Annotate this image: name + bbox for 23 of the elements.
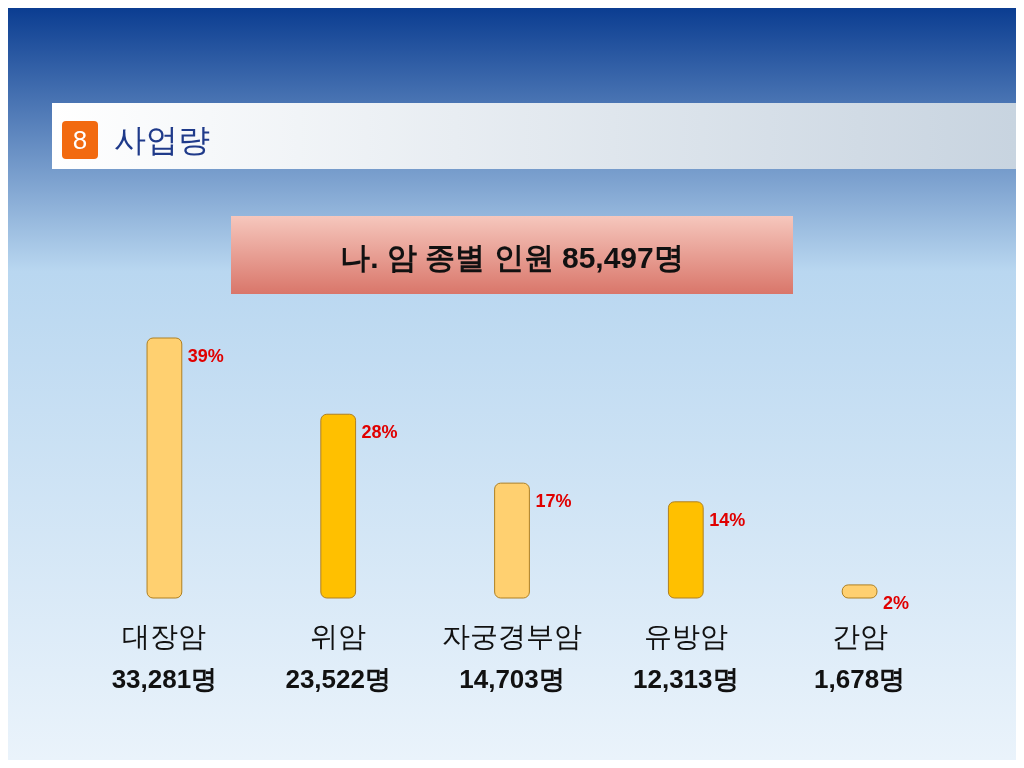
bar (841, 584, 878, 599)
bar (667, 501, 704, 599)
data-label: 14,703명 (459, 664, 565, 694)
annotation: 14% (709, 509, 746, 530)
chart-title: 사업량 (114, 122, 210, 158)
bar (146, 337, 183, 599)
annotation: 2% (882, 592, 909, 613)
data-label: 33,281명 (111, 664, 218, 694)
bar (320, 413, 357, 599)
bar (494, 482, 530, 599)
x-tick-label: 위암 (310, 621, 367, 652)
annotation: 39% (187, 346, 224, 366)
data-label: 23,522명 (285, 664, 391, 694)
x-tick-label: 간암 (831, 621, 888, 652)
data-label: 12,313명 (633, 664, 739, 694)
x-tick-label: 유방암 (643, 621, 728, 652)
data-label: 1,678명 (814, 664, 906, 694)
x-tick-label: 자궁경부암 (442, 621, 582, 652)
chart-subtitle: 나. 암 종별 인원 85,497명 (340, 241, 684, 274)
annotation: 28% (361, 422, 398, 443)
x-tick-label: 대장암 (122, 621, 207, 652)
text: 8 (72, 125, 88, 155)
annotation: 17% (535, 491, 572, 512)
